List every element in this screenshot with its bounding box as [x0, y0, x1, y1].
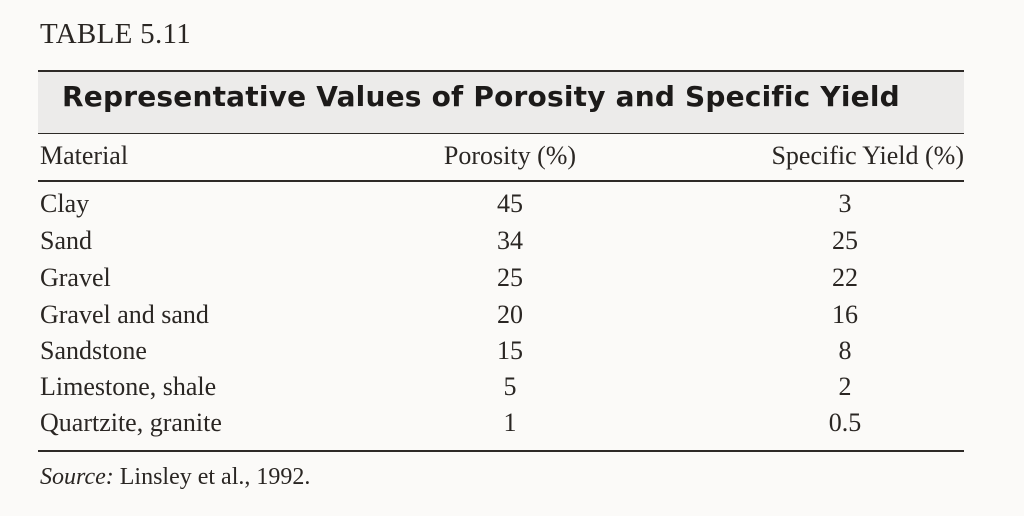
source-label: Source:	[40, 464, 114, 490]
table-cell-specific-yield: 16	[832, 300, 858, 329]
table-cell-specific-yield: 0.5	[828, 408, 862, 437]
table-cell-porosity: 5	[503, 372, 517, 401]
table-cell-material: Limestone, shale	[40, 372, 217, 401]
column-header-material: Material	[40, 141, 129, 170]
table-cell-specific-yield: 2	[838, 372, 852, 401]
table-cell-material: Gravel	[40, 263, 111, 292]
top-rule	[38, 70, 964, 72]
table-cell-porosity: 20	[497, 300, 523, 329]
header-rule	[38, 180, 964, 182]
table-cell-porosity: 45	[497, 189, 523, 218]
column-header-specific-yield: Specific Yield (%)	[771, 141, 964, 170]
table-cell-specific-yield: 8	[838, 336, 852, 365]
table-cell-material: Gravel and sand	[40, 300, 209, 329]
table-cell-material: Clay	[40, 189, 90, 218]
column-header-porosity: Porosity (%)	[443, 141, 577, 170]
table-cell-specific-yield: 25	[832, 226, 858, 255]
table-cell-porosity: 1	[503, 408, 517, 437]
table-label: TABLE 5.11	[40, 18, 192, 50]
caption-band	[38, 72, 964, 133]
bottom-rule	[38, 450, 964, 452]
table-cell-porosity: 15	[497, 336, 523, 365]
table-cell-porosity: 25	[497, 263, 523, 292]
caption-rule	[38, 133, 964, 134]
table-cell-specific-yield: 22	[832, 263, 858, 292]
table-cell-specific-yield: 3	[838, 189, 852, 218]
source-note: Source: Linsley et al., 1992.	[40, 460, 310, 494]
table-cell-material: Sandstone	[40, 336, 147, 365]
table-cell-material: Sand	[40, 226, 92, 255]
table-caption: Representative Values of Porosity and Sp…	[62, 80, 900, 113]
table-cell-material: Quartzite, granite	[40, 408, 222, 437]
table-cell-porosity: 34	[497, 226, 523, 255]
source-text: Linsley et al., 1992.	[119, 464, 311, 490]
